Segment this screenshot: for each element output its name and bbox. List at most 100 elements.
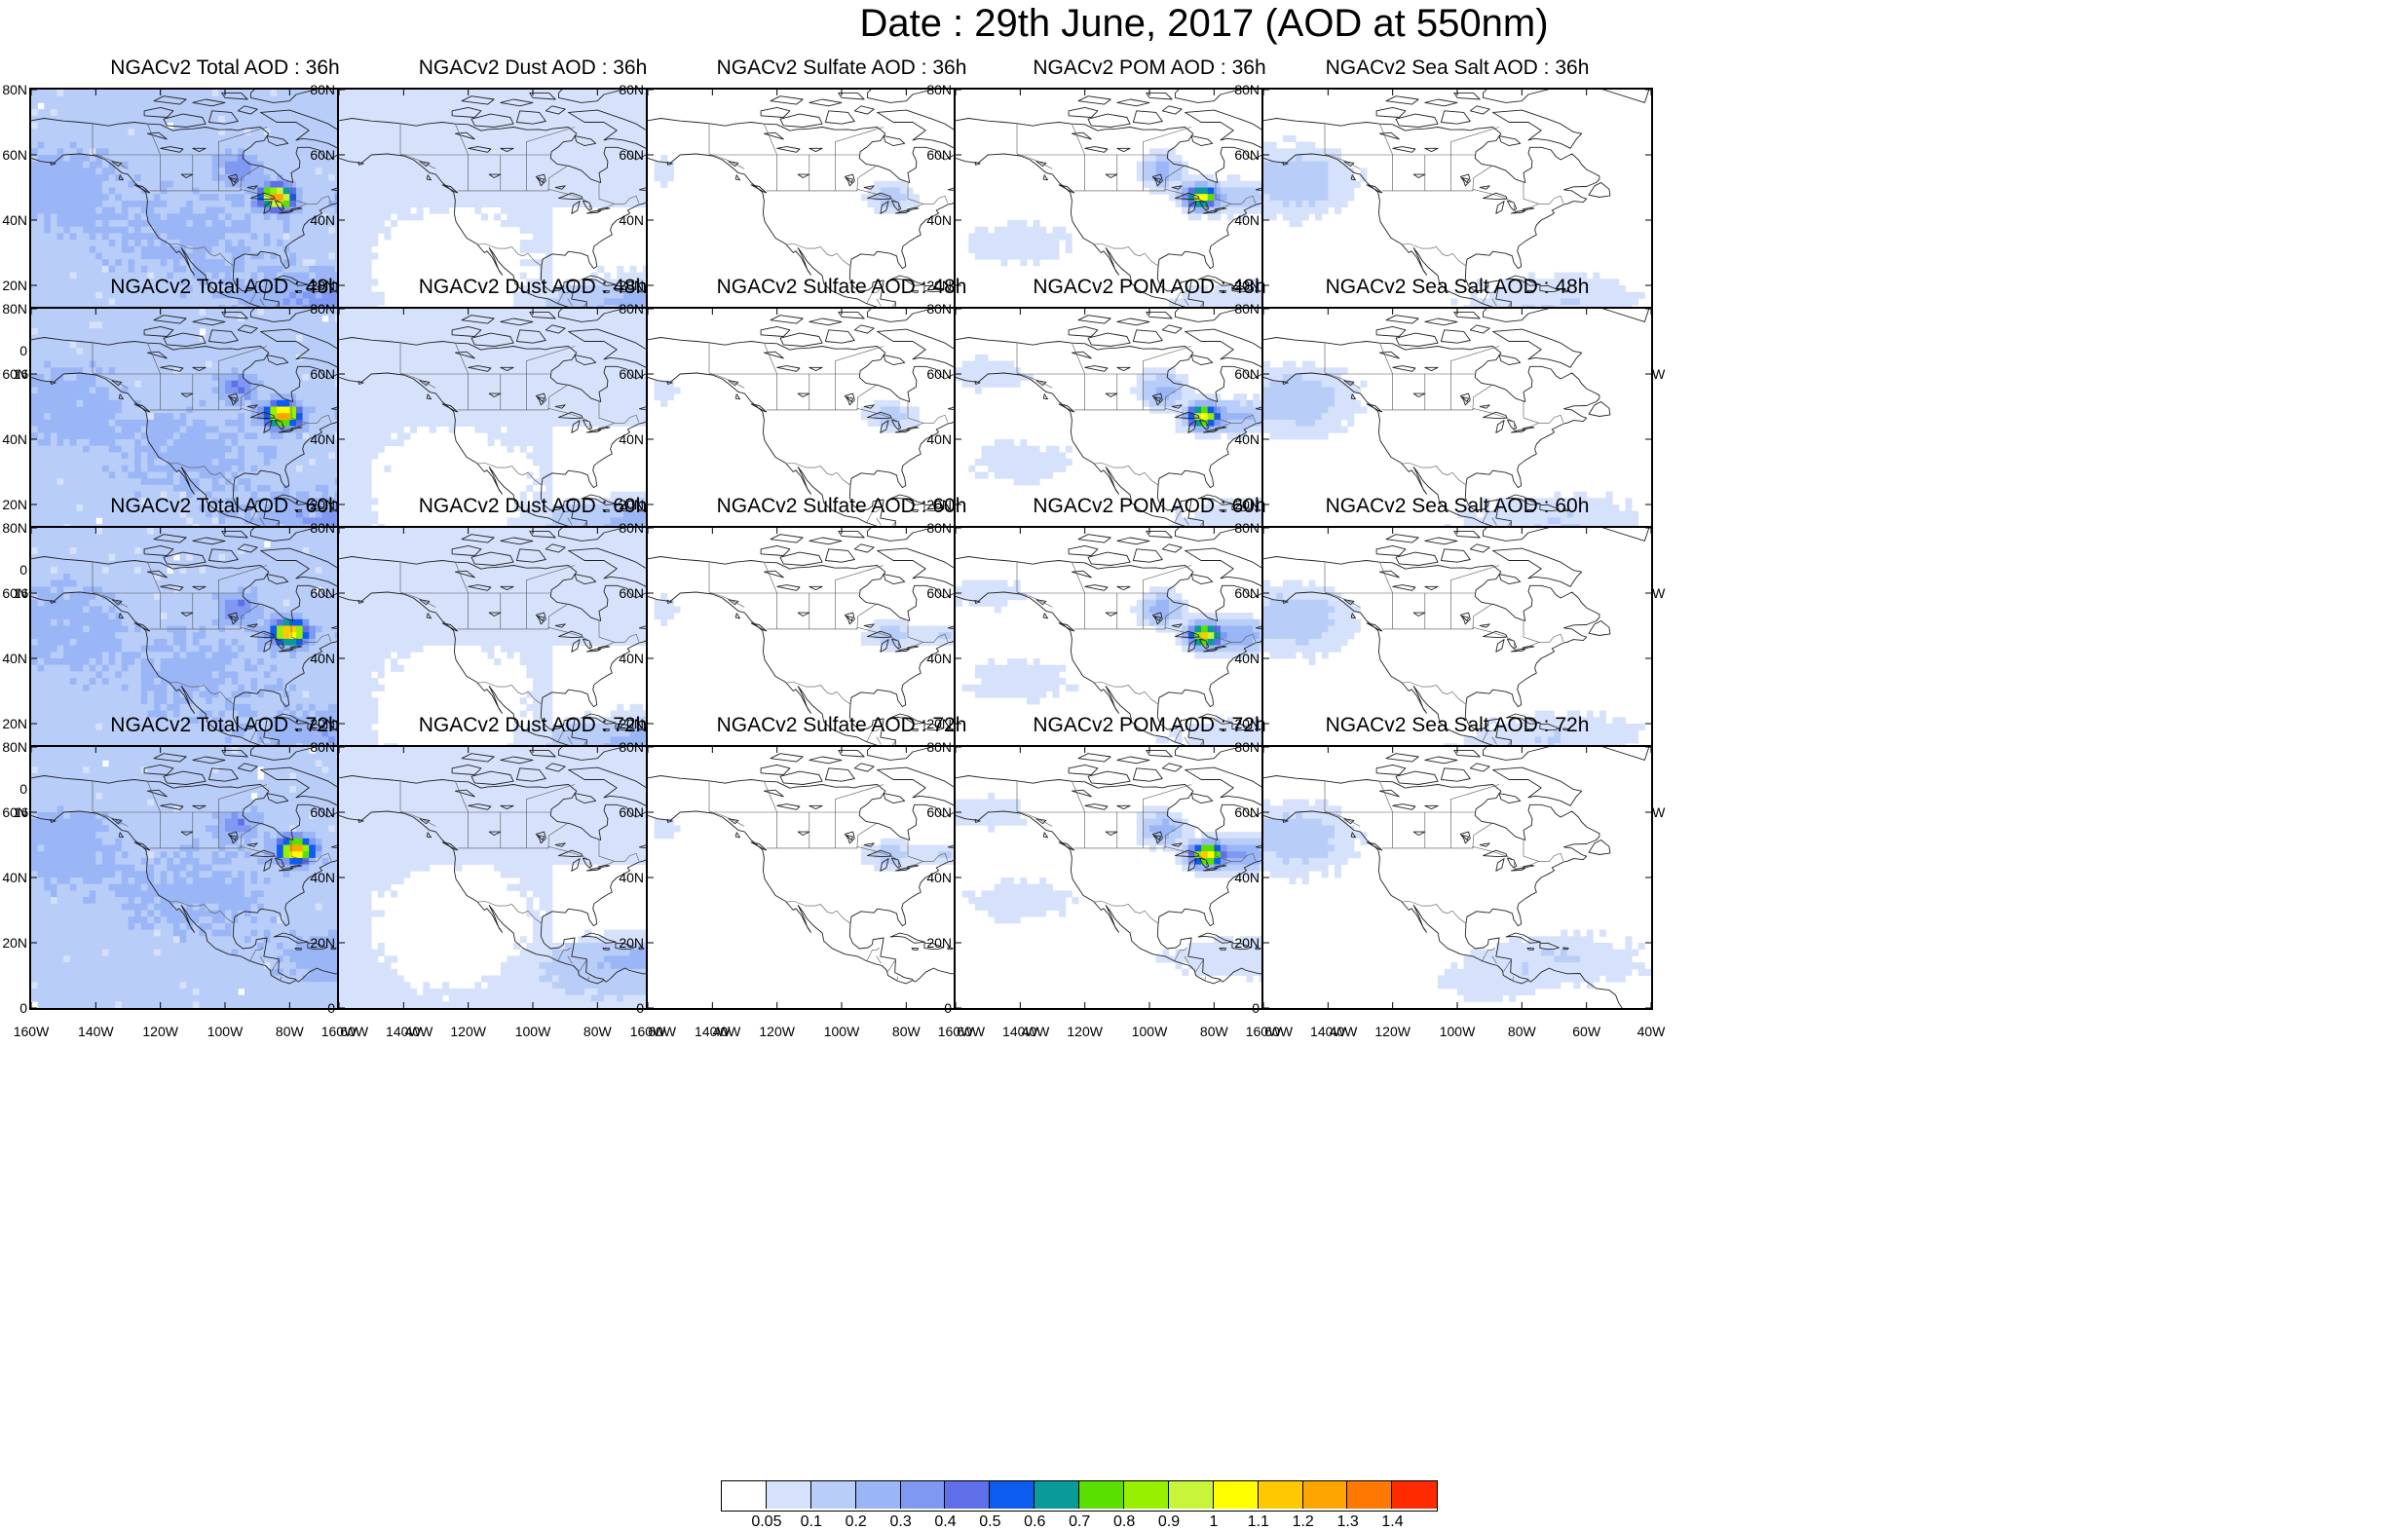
colorbar [721, 1480, 1439, 1512]
panel-title: NGACv2 Sea Salt AOD : 72h [1258, 714, 1657, 737]
lat-tick-label: 60N [619, 147, 644, 163]
colorbar-swatch [990, 1481, 1035, 1509]
lat-tick-label: 60N [619, 366, 644, 382]
lon-tick-label: 140W [1310, 1024, 1346, 1039]
lat-tick-label: 40N [619, 651, 644, 666]
lat-tick-label: 80N [1234, 301, 1260, 317]
lon-tick-label: 60W [648, 1024, 676, 1039]
lat-tick-label: 20N [1234, 716, 1260, 731]
lat-tick-label: 80N [310, 739, 335, 755]
lat-tick-label: 20N [926, 716, 952, 731]
lat-tick-label: 20N [619, 497, 644, 512]
lat-tick-label: 20N [1234, 935, 1260, 951]
colorbar-swatch [1079, 1481, 1125, 1509]
lat-tick-label: 80N [1234, 520, 1260, 536]
lon-tick-label: 160W [1246, 1024, 1282, 1039]
lat-tick-label: 40N [2, 212, 27, 228]
lat-tick-label: 80N [2, 301, 27, 317]
lon-tick-label: 160W [14, 1024, 50, 1039]
lat-tick-label: 0 [19, 562, 27, 578]
lat-tick-label: 60N [310, 147, 335, 163]
axis-ticks [1263, 747, 1651, 1008]
lat-tick-label: 40N [310, 870, 335, 885]
lat-tick-label: 20N [2, 497, 27, 512]
lon-tick-label: 100W [1132, 1024, 1168, 1039]
colorbar-swatch [1035, 1481, 1080, 1509]
lon-tick-label: 80W [892, 1024, 921, 1039]
coastlines [1263, 747, 1650, 1008]
political-borders [399, 342, 640, 544]
colorbar-swatch [1213, 1481, 1259, 1509]
political-borders [708, 561, 949, 764]
panel-title: NGACv2 POM AOD : 36h [950, 56, 1349, 80]
lat-tick-label: 60N [619, 804, 644, 820]
lat-tick-label: 80N [619, 301, 644, 317]
lat-tick-label: 60N [926, 366, 952, 382]
lon-tick-label: 60W [1264, 1024, 1293, 1039]
political-borders [708, 123, 949, 325]
colorbar-swatch [722, 1481, 767, 1509]
lat-tick-label: 40N [310, 212, 335, 228]
colorbar-swatch [1124, 1481, 1169, 1509]
lat-tick-label: 20N [619, 935, 644, 951]
lat-tick-label: 20N [310, 278, 335, 293]
lon-tick-label: 160W [630, 1024, 666, 1039]
colorbar-label: 1.1 [1248, 1513, 1269, 1531]
lat-tick-label: 0 [19, 781, 27, 797]
lon-tick-label: 140W [78, 1024, 114, 1039]
colorbar-label: 0.3 [889, 1513, 911, 1531]
lat-tick-label: 80N [926, 82, 952, 97]
lon-tick-label: 40W [1637, 1024, 1666, 1039]
panel-title: NGACv2 Dust AOD : 48h [333, 276, 733, 299]
lat-tick-label: 60N [926, 147, 952, 163]
lat-tick-label: 20N [926, 497, 952, 512]
panel-title: NGACv2 Total AOD : 48h [25, 276, 425, 299]
political-borders [708, 780, 949, 983]
colorbar-swatch [1392, 1481, 1438, 1509]
lat-tick-label: 80N [1234, 739, 1260, 755]
lon-tick-label: 40W [713, 1024, 741, 1039]
lat-tick-label: 40N [1234, 870, 1260, 885]
political-borders [92, 780, 332, 983]
lat-tick-label: 60N [926, 804, 952, 820]
lat-tick-label: 20N [926, 935, 952, 951]
panel-title: NGACv2 POM AOD : 72h [950, 714, 1349, 737]
lat-tick-label: 20N [2, 716, 27, 731]
lat-tick-label: 60N [926, 585, 952, 601]
lat-tick-label: 20N [1234, 278, 1260, 293]
lat-tick-label: 20N [2, 935, 27, 951]
lon-tick-label: 140W [695, 1024, 731, 1039]
colorbar-swatch [855, 1481, 901, 1509]
lat-tick-label: 80N [310, 520, 335, 536]
lat-tick-label: 20N [310, 935, 335, 951]
colorbar-label: 0.6 [1024, 1513, 1045, 1531]
colorbar-label: 0.8 [1113, 1513, 1135, 1531]
panel-title: NGACv2 Sea Salt AOD : 60h [1258, 495, 1657, 518]
lat-tick-label: 80N [926, 520, 952, 536]
colorbar-label: 0.7 [1069, 1513, 1090, 1531]
colorbar-swatch [766, 1481, 811, 1509]
aod-field [654, 593, 972, 653]
lat-tick-label: 60N [1234, 147, 1260, 163]
aod-field [654, 380, 920, 433]
lat-tick-label: 60N [1234, 585, 1260, 601]
map-frame [1261, 745, 1653, 1010]
map-panel: NGACv2 Sea Salt AOD : 72h 80N 60N 40N 20N 0 16… [1234, 714, 1665, 1050]
political-borders [708, 342, 949, 544]
lon-tick-label: 80W [276, 1024, 304, 1039]
lat-tick-label: 60N [2, 804, 27, 820]
lat-tick-label: 60N [619, 585, 644, 601]
colorbar-label: 0.4 [934, 1513, 956, 1531]
lat-tick-label: 80N [1234, 82, 1260, 97]
lat-tick-label: 60N [310, 804, 335, 820]
panel-title: NGACv2 POM AOD : 60h [950, 495, 1349, 518]
lat-tick-label: 40N [926, 431, 952, 447]
lat-tick-label: 40N [310, 651, 335, 666]
lat-tick-label: 80N [2, 520, 27, 536]
lat-tick-label: 80N [310, 301, 335, 317]
lat-tick-label: 0 [19, 343, 27, 358]
lat-tick-label: 80N [310, 82, 335, 97]
lat-tick-label: 0 [1252, 1000, 1260, 1016]
lon-tick-label: 120W [1374, 1024, 1411, 1039]
lon-tick-label: 120W [1067, 1024, 1103, 1039]
